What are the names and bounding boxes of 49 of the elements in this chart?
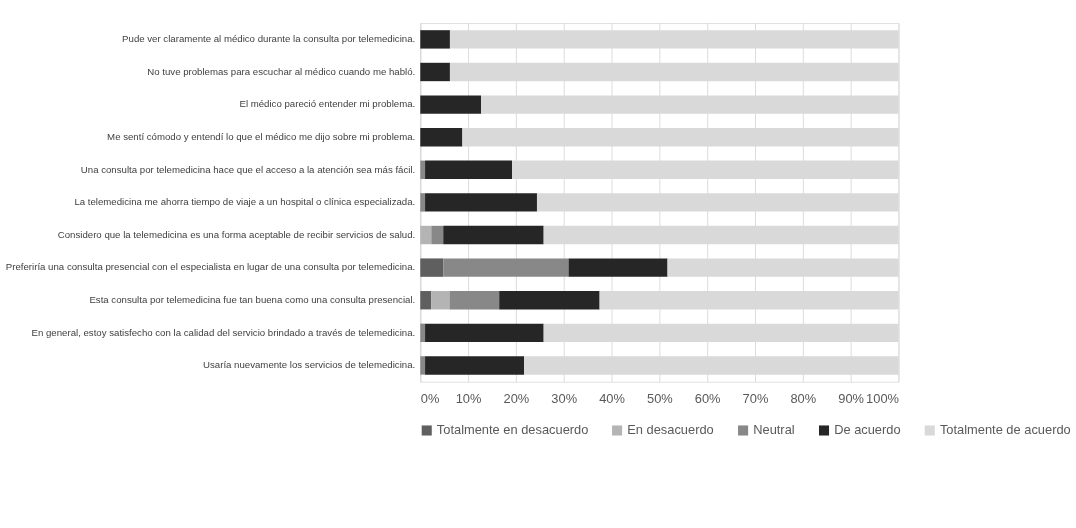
bar: [420, 128, 463, 147]
y-tick-label: Esta consulta por telemedicina fue tan buena como una consulta presencial.: [89, 293, 416, 305]
y-tick-label: Me sentí cómodo y entendí lo que el médico me dijo sobre mi problema.: [107, 130, 416, 142]
bar: [420, 160, 426, 179]
y-tick-label: La telemedicina me ahorra tiempo de viaje a un hospital o clínica especializada.: [74, 196, 416, 208]
bar: [425, 193, 537, 212]
bar: [499, 291, 600, 310]
y-tick-label: Considero que la telemedicina es una forma aceptable de recibir servicios de salud.: [57, 228, 416, 240]
bar: [568, 258, 668, 277]
legend-label: Neutral: [753, 422, 795, 438]
bar: [420, 30, 450, 49]
x-tick-label: 90%: [838, 391, 865, 407]
legend-label: De acuerdo: [834, 422, 901, 438]
y-tick-label: No tuve problemas para escuchar al médico cuando me habló.: [147, 65, 416, 77]
x-tick-label: 80%: [790, 391, 817, 407]
bar: [420, 193, 426, 212]
bar: [425, 160, 513, 179]
bar: [431, 225, 444, 245]
x-tick-label: 20%: [503, 391, 530, 407]
legend-label: Totalmente de acuerdo: [939, 422, 1071, 438]
x-tick-label: 30%: [551, 391, 578, 407]
x-tick-label: 40%: [599, 391, 625, 407]
bar: [420, 323, 426, 343]
x-tick-label: 0%: [420, 391, 440, 407]
bar: [420, 62, 450, 82]
bar: [425, 356, 525, 375]
x-tick-label: 100%: [866, 391, 899, 407]
bar: [420, 225, 432, 245]
x-tick-label: 60%: [694, 391, 721, 407]
y-tick-label: Preferiría una consulta presencial con el especialista en lugar de una consulta por telemedicina.: [5, 261, 416, 273]
y-tick-label: Usaría nuevamente los servicios de telemedicina.: [203, 359, 416, 371]
y-tick-label: Pude ver claramente al médico durante la consulta por telemedicina.: [122, 33, 416, 45]
y-tick-label: En general, estoy satisfecho con la calidad del servicio brindado a través de telemedicina.: [31, 326, 416, 338]
y-tick-label: El médico pareció entender mi problema.: [239, 98, 416, 110]
bar: [420, 95, 482, 114]
bar: [443, 225, 544, 245]
legend-label: En desacuerdo: [627, 422, 714, 438]
x-tick-label: 50%: [646, 391, 673, 407]
bar: [449, 291, 500, 310]
x-tick-label: 70%: [742, 391, 769, 407]
bar: [420, 291, 432, 310]
bar: [425, 323, 544, 343]
bar: [443, 258, 569, 277]
x-tick-label: 10%: [455, 391, 482, 407]
bar: [431, 291, 450, 310]
legend-label: Totalmente en desacuerdo: [436, 422, 589, 438]
bar: [420, 356, 426, 375]
y-tick-label: Una consulta por telemedicina hace que el acceso a la atención sea más fácil.: [80, 163, 416, 175]
bar: [420, 258, 444, 277]
